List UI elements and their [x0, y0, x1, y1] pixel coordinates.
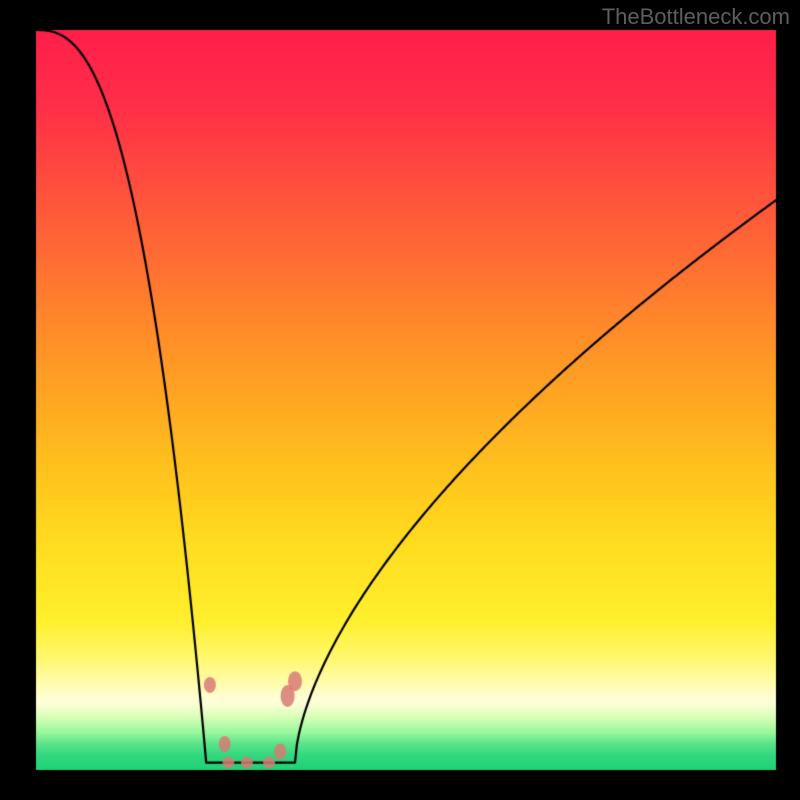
chart-container: TheBottleneck.com — [0, 0, 800, 800]
bottleneck-curve-chart — [0, 0, 800, 800]
